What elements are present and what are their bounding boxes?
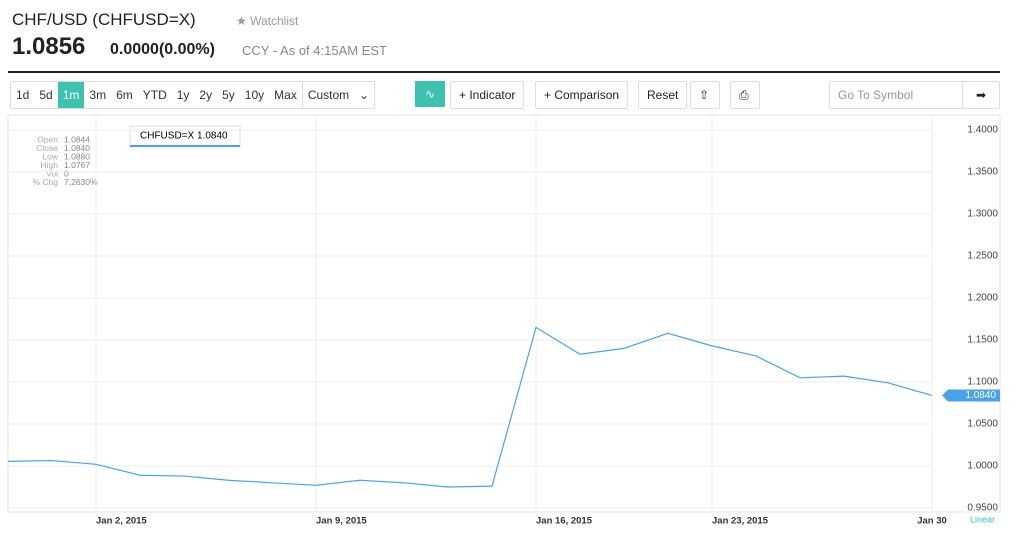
range-button[interactable]: 5d	[39, 88, 53, 102]
indicator-button[interactable]: + Indicator	[450, 81, 525, 109]
current-value: 1.0840	[965, 390, 996, 401]
info-label: Open	[37, 134, 58, 144]
indicator-label[interactable]: Indicator	[469, 88, 516, 102]
title: CHF/USD (CHFUSD=X)	[12, 10, 196, 29]
y-tick-label: 1.1000	[967, 377, 998, 388]
change: 0.0000(0.00%)	[110, 41, 215, 58]
legend-series: CHFUSD=X	[140, 131, 195, 142]
info-panel: Open 1.0844 Close 1.0840 Low 1.0880 High 1.0767…	[32, 134, 98, 187]
info-value: 7.2630%	[64, 177, 98, 187]
custom-caret[interactable]: ⌄	[359, 88, 370, 102]
x-tick-label: Jan 30	[917, 516, 947, 527]
y-tick-label: 1.4000	[967, 125, 998, 136]
y-tick-label: 1.2000	[967, 293, 998, 304]
y-tick-label: 1.0500	[967, 419, 998, 430]
info-label: Vol	[46, 168, 58, 178]
x-tick-label: Jan 16, 2015	[536, 516, 593, 527]
y-tick-label: 1.3000	[967, 209, 998, 220]
info-value: 1.0767	[64, 160, 90, 170]
range-button[interactable]: 10y	[244, 88, 265, 102]
range-button[interactable]: YTD	[142, 88, 167, 102]
info-label: Low	[42, 151, 58, 161]
share-button[interactable]: ⇧	[690, 81, 720, 109]
info-value: 1.0840	[64, 143, 90, 153]
custom-button[interactable]: Custom	[301, 82, 354, 108]
x-tick-label: Jan 9, 2015	[316, 516, 367, 527]
divider	[8, 71, 1000, 73]
comparison-button[interactable]: + Comparison	[535, 81, 629, 109]
price: 1.0856	[12, 33, 86, 60]
scale-label[interactable]: Linear	[970, 514, 995, 524]
range-button[interactable]: Max	[274, 88, 297, 102]
range-button[interactable]: 1d	[16, 88, 30, 102]
info-value: 1.0880	[64, 151, 90, 161]
info-label: Close	[36, 143, 58, 153]
info-value: 1.0844	[64, 134, 90, 144]
reset-button[interactable]: Reset	[638, 81, 688, 109]
watchlist[interactable]: ★ Watchlist	[236, 14, 299, 28]
go-button[interactable]: ➡	[962, 81, 1000, 109]
range-bar: 1d 5d 1m 3m 6m YTD 1y 2y 5y 10y Max Custom ⌄	[10, 81, 376, 109]
y-tick-label: 1.3500	[967, 167, 998, 178]
range-button[interactable]: 1y	[176, 88, 190, 102]
legend-value: 1.0840	[197, 131, 228, 142]
range-button[interactable]: 2y	[199, 88, 213, 102]
y-tick-label: 1.0000	[967, 461, 998, 472]
info-value: 0	[64, 168, 69, 178]
watchlist-label[interactable]: Watchlist	[250, 14, 299, 28]
x-tick-label: Jan 2, 2015	[96, 516, 147, 527]
info-label: High	[41, 160, 59, 170]
status: CCY - As of 4:15AM EST	[242, 43, 387, 58]
info-label: % Chg	[32, 177, 58, 187]
range-button[interactable]: 1m	[57, 82, 85, 108]
current-value-marker	[942, 389, 1000, 402]
x-tick-label: Jan 23, 2015	[712, 516, 769, 527]
chart-type[interactable]: ∿	[415, 81, 445, 107]
range-button[interactable]: 6m	[116, 88, 133, 102]
comparison-label[interactable]: Comparison	[554, 88, 620, 102]
range-button[interactable]: 3m	[89, 88, 107, 102]
print-button[interactable]: ⎙	[730, 81, 760, 109]
range-button[interactable]: 5y	[222, 88, 235, 102]
y-tick-label: 0.9500	[967, 503, 998, 514]
series-line	[7, 326, 933, 488]
y-tick-label: 1.1500	[967, 335, 998, 346]
plot-frame	[7, 114, 1001, 513]
y-tick-label: 1.2500	[967, 251, 998, 262]
